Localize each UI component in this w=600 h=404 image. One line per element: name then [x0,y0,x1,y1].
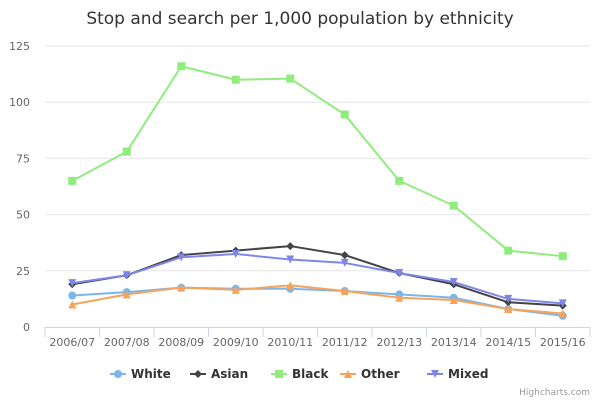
data-point-black[interactable] [286,74,295,83]
data-point-mixed[interactable] [504,294,513,303]
data-point-mixed[interactable] [395,269,404,278]
series-line-white[interactable] [71,286,564,317]
data-point-black[interactable] [340,110,349,119]
legend-symbol-marker [431,370,439,378]
data-point-mixed[interactable] [558,299,567,308]
data-point-asian[interactable] [286,242,295,251]
series-asian[interactable] [68,242,567,310]
series-black[interactable] [68,62,567,261]
legend-label: Black [292,367,329,381]
x-tick-label: 2007/08 [104,336,150,349]
data-point-black[interactable] [558,252,567,261]
legend-symbol-marker [275,370,283,378]
y-tick-label: 125 [9,40,30,53]
data-point-black[interactable] [504,246,513,255]
data-point-black[interactable] [68,176,77,185]
x-axis: 2006/07 2007/08 2008/09 2009/10 2010/11 2011/… [44,327,591,349]
chart-title: Stop and search per 1,000 population by … [86,9,513,29]
x-tick-label: 2008/09 [158,336,204,349]
credits-link[interactable]: Highcharts.com [519,388,590,398]
x-tick-label: 2011/12 [322,336,368,349]
legend-item-black[interactable]: Black [271,367,329,381]
data-point-black[interactable] [177,62,186,71]
y-tick-label: 0 [23,321,30,334]
legend-symbol-marker [344,370,352,378]
data-point-other[interactable] [504,305,513,314]
legend[interactable]: White Asian Black Other Mixed [110,367,489,381]
legend-symbol-marker [194,370,202,378]
series-mixed[interactable] [68,249,567,308]
data-point-other[interactable] [449,296,458,305]
legend-item-other[interactable]: Other [340,367,400,381]
data-point-other[interactable] [286,281,295,290]
x-tick-label: 2014/15 [485,336,531,349]
legend-label: Asian [211,367,248,381]
data-point-other[interactable] [558,309,567,318]
x-tick-label: 2013/14 [431,336,477,349]
data-point-mixed[interactable] [286,255,295,264]
y-tick-label: 75 [16,152,30,165]
data-point-mixed[interactable] [68,279,77,288]
data-point-white[interactable] [68,291,77,300]
data-point-other[interactable] [68,300,77,309]
data-point-other[interactable] [340,287,349,296]
legend-item-white[interactable]: White [110,367,171,381]
data-point-mixed[interactable] [177,253,186,262]
data-point-black[interactable] [122,147,131,156]
x-tick-label: 2015/16 [540,336,586,349]
data-point-mixed[interactable] [449,278,458,287]
y-tick-label: 25 [16,265,30,278]
legend-label: Mixed [448,367,489,381]
legend-symbol-marker [114,370,122,378]
series-line-black[interactable] [71,65,564,258]
legend-label: White [131,367,171,381]
y-tick-label: 100 [9,96,30,109]
legend-item-asian[interactable]: Asian [190,367,248,381]
data-point-asian[interactable] [340,251,349,260]
x-tick-label: 2009/10 [213,336,259,349]
series-line-other[interactable] [71,284,564,315]
x-tick-label: 2006/07 [49,336,95,349]
data-point-other[interactable] [177,283,186,292]
series-group [68,62,567,320]
legend-label: Other [361,367,400,381]
series-line-asian[interactable] [71,245,564,307]
data-point-black[interactable] [449,201,458,210]
data-point-other[interactable] [231,285,240,294]
x-tick-label: 2010/11 [267,336,313,349]
legend-item-mixed[interactable]: Mixed [427,367,489,381]
data-point-other[interactable] [395,293,404,302]
series-other[interactable] [68,281,567,318]
grid-lines [45,45,590,272]
data-point-mixed[interactable] [231,249,240,258]
data-point-other[interactable] [122,290,131,299]
y-tick-label: 50 [16,209,30,222]
data-point-black[interactable] [395,176,404,185]
x-tick-label: 2012/13 [376,336,422,349]
data-point-black[interactable] [231,75,240,84]
data-point-mixed[interactable] [340,258,349,267]
series-line-mixed[interactable] [71,252,564,305]
y-axis-labels: 0 25 50 75 100 125 [9,40,30,334]
data-point-mixed[interactable] [122,271,131,280]
